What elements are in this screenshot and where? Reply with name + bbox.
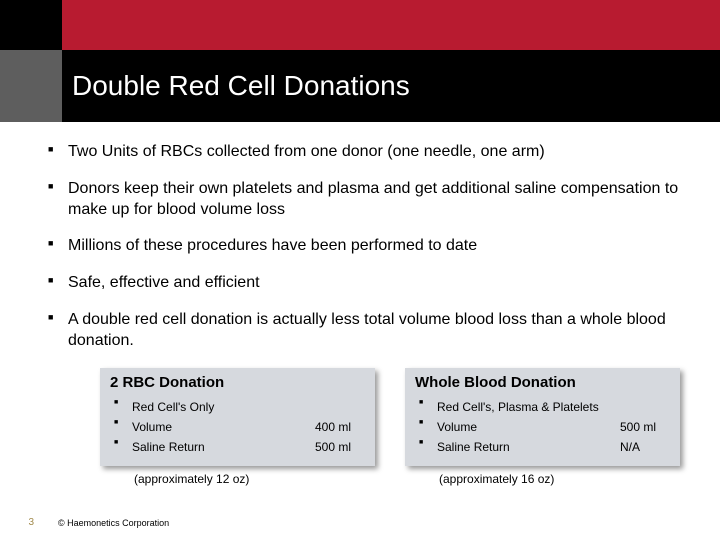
table-left-rows: Red Cell's Only Volume 400 ml Saline Ret…: [110, 397, 365, 458]
comparison-tables: 2 RBC Donation Red Cell's Only Volume 40…: [100, 368, 680, 486]
table-left-shaded: 2 RBC Donation Red Cell's Only Volume 40…: [100, 368, 375, 466]
row-label: Volume: [437, 417, 620, 437]
bullet-item: Donors keep their own platelets and plas…: [40, 179, 680, 221]
table-left: 2 RBC Donation Red Cell's Only Volume 40…: [100, 368, 375, 486]
bullet-item: A double red cell donation is actually l…: [40, 310, 680, 352]
table-left-approx: (approximately 12 oz): [100, 472, 375, 486]
table-row: Red Cell's Only: [110, 397, 365, 417]
header-red-bar: [62, 0, 720, 50]
table-right-title: Whole Blood Donation: [415, 374, 670, 391]
row-value: 500 ml: [315, 437, 365, 457]
row-label: Saline Return: [437, 437, 620, 457]
table-row: Red Cell's, Plasma & Platelets: [415, 397, 670, 417]
row-value: 500 ml: [620, 417, 670, 437]
footer: 3 © Haemonetics Corporation: [0, 517, 720, 528]
content-area: Two Units of RBCs collected from one don…: [0, 122, 720, 486]
table-right-shaded: Whole Blood Donation Red Cell's, Plasma …: [405, 368, 680, 466]
row-value: 400 ml: [315, 417, 365, 437]
copyright-text: © Haemonetics Corporation: [42, 518, 169, 528]
table-row: Volume 500 ml: [415, 417, 670, 437]
table-left-title: 2 RBC Donation: [110, 374, 365, 391]
bullet-item: Safe, effective and efficient: [40, 273, 680, 294]
row-label: Volume: [132, 417, 315, 437]
page-title: Double Red Cell Donations: [72, 70, 410, 102]
row-value: N/A: [620, 437, 670, 457]
header-gray-bar: [0, 50, 62, 122]
header-corner-black: [0, 0, 62, 50]
table-right: Whole Blood Donation Red Cell's, Plasma …: [405, 368, 680, 486]
table-row: Saline Return 500 ml: [110, 437, 365, 457]
table-row: Volume 400 ml: [110, 417, 365, 437]
row-label: Saline Return: [132, 437, 315, 457]
table-right-approx: (approximately 16 oz): [405, 472, 680, 486]
bullet-item: Two Units of RBCs collected from one don…: [40, 142, 680, 163]
header-title-bar: Double Red Cell Donations: [62, 50, 720, 122]
bullet-item: Millions of these procedures have been p…: [40, 236, 680, 257]
header: Double Red Cell Donations: [0, 0, 720, 122]
page-number: 3: [0, 517, 42, 528]
table-row: Saline Return N/A: [415, 437, 670, 457]
main-bullet-list: Two Units of RBCs collected from one don…: [40, 142, 680, 352]
table-right-rows: Red Cell's, Plasma & Platelets Volume 50…: [415, 397, 670, 458]
